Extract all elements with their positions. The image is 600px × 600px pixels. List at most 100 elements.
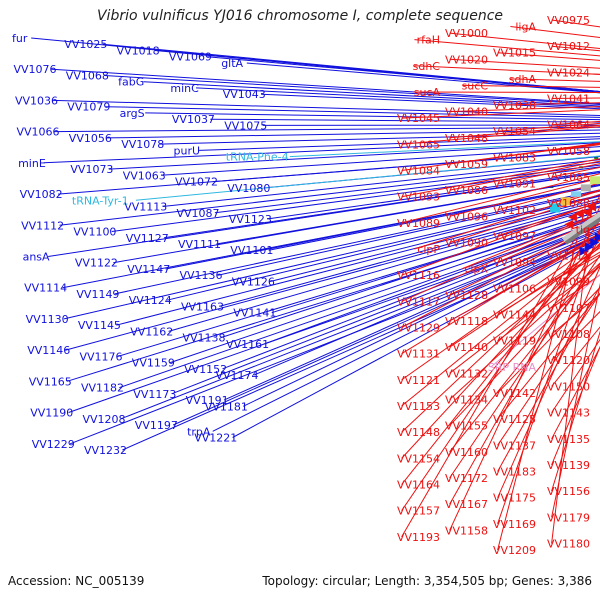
gene-label[interactable]: VV1139 — [547, 459, 590, 472]
gene-label[interactable]: VV1041 — [547, 93, 590, 106]
gene-label[interactable]: VV1126 — [232, 276, 275, 289]
gene-label[interactable]: VV1165 — [29, 375, 72, 388]
gene-label[interactable]: rfaH — [417, 34, 440, 47]
gene-label[interactable]: VV1040 — [445, 106, 488, 119]
gene-label[interactable]: VV1082 — [20, 188, 63, 201]
gene-label[interactable]: VV1111 — [178, 238, 221, 251]
gene-label[interactable]: sdhA — [509, 73, 537, 86]
gene-label[interactable]: VV1099 — [547, 276, 590, 289]
gene-label[interactable]: VV1075 — [224, 119, 267, 132]
gene-label[interactable]: VV1118 — [445, 315, 488, 328]
gene-label[interactable]: VV1124 — [129, 294, 172, 307]
gene-label[interactable]: VV1000 — [445, 27, 488, 40]
gene-label[interactable]: VV1125 — [493, 413, 536, 426]
gene-label[interactable]: VV1048 — [445, 132, 488, 145]
gene-label[interactable]: ansA — [23, 251, 50, 264]
gene-label[interactable]: VV1121 — [397, 374, 440, 387]
gene-label[interactable]: VV1043 — [223, 88, 266, 101]
gene-label[interactable]: VV1068 — [66, 70, 109, 83]
gene-label[interactable]: VV1087 — [177, 207, 220, 220]
gene-label[interactable]: VV1072 — [175, 176, 218, 189]
gene-label[interactable]: VV1156 — [547, 485, 590, 498]
gene-label[interactable]: sucA — [414, 86, 441, 99]
gene-label[interactable]: minC — [170, 82, 199, 95]
gene-label[interactable]: VV1169 — [493, 518, 536, 531]
gene-label[interactable]: VV1183 — [493, 466, 536, 479]
gene-label[interactable]: VV1163 — [181, 300, 224, 313]
gene-label[interactable]: VV1141 — [233, 307, 276, 320]
gene-label[interactable]: VV1180 — [547, 538, 590, 551]
gene-label[interactable]: VV1140 — [445, 341, 488, 354]
gene-label[interactable]: VV1069 — [169, 51, 212, 64]
gene-label[interactable]: VV1152 — [184, 363, 227, 376]
gene-label[interactable]: VV1136 — [180, 269, 223, 282]
gene-label[interactable]: VV1078 — [121, 138, 164, 151]
gene-label[interactable]: VV1150 — [547, 380, 590, 393]
gene-label[interactable]: gltA — [221, 57, 243, 70]
gene-label[interactable]: VV1131 — [397, 348, 440, 361]
gene-label[interactable]: VV1076 — [14, 63, 57, 76]
gene-label[interactable]: VV1086 — [445, 184, 488, 197]
gene-label[interactable]: VV1106 — [493, 282, 536, 295]
gene-label[interactable]: VV1112 — [21, 219, 64, 232]
gene-label[interactable]: VV1119 — [493, 335, 536, 348]
gene-label[interactable]: fur — [12, 32, 28, 45]
gene-label[interactable]: fabG — [118, 76, 144, 89]
gene-label[interactable]: VV1085 — [547, 171, 590, 184]
gene-label[interactable]: VV1083 — [493, 151, 536, 164]
gene-label[interactable]: VV1012 — [547, 40, 590, 53]
gene-label[interactable]: SRP RNA — [488, 361, 537, 374]
gene-label[interactable]: clpP — [417, 243, 440, 256]
gene-label[interactable]: VV1102 — [493, 204, 536, 217]
feature-labels[interactable]: fur VV1025 VV1018 VV1069 gltA VV1076 VV1068 fab… — [12, 14, 590, 557]
gene-label[interactable]: VV1128 — [445, 289, 488, 302]
gene-label[interactable]: VV1127 — [126, 232, 169, 245]
gene-label[interactable]: tig — [576, 223, 590, 236]
gene-label[interactable]: VV1208 — [83, 413, 126, 426]
gene-label[interactable]: VV1054 — [493, 125, 536, 138]
gene-label[interactable]: VV1122 — [75, 257, 118, 270]
gene-label[interactable]: clpX — [464, 263, 488, 276]
gene-label[interactable]: VV1197 — [135, 419, 178, 432]
gene-label[interactable]: VV1176 — [80, 350, 123, 363]
gene-label[interactable]: VV0975 — [547, 14, 590, 27]
gene-label[interactable]: VV1037 — [172, 113, 215, 126]
gene-label[interactable]: VV1132 — [445, 367, 488, 380]
gene-label[interactable]: minE — [18, 157, 46, 170]
gene-label[interactable]: VV1096 — [445, 210, 488, 223]
gene-label[interactable]: VV1123 — [229, 213, 272, 226]
gene-label[interactable]: VV1148 — [397, 426, 440, 439]
gene-label[interactable]: VV1209 — [493, 544, 536, 557]
gene-label[interactable]: VV1232 — [84, 444, 127, 457]
gene-label[interactable]: VV1173 — [133, 388, 176, 401]
gene-label[interactable]: tRNA-Tyr-1 — [72, 194, 129, 207]
gene-label[interactable]: VV1191 — [186, 394, 229, 407]
gene-label[interactable]: VV1145 — [78, 319, 121, 332]
gene-label[interactable]: VV1181 — [205, 400, 248, 413]
gene-label[interactable]: VV1135 — [547, 433, 590, 446]
gene-label[interactable]: VV1115 — [547, 250, 590, 263]
gene-label[interactable]: VV1084 — [397, 165, 440, 178]
gene-label[interactable]: VV1063 — [123, 169, 166, 182]
gene-label[interactable]: VV1162 — [130, 325, 173, 338]
gene-label[interactable]: VV1155 — [445, 420, 488, 433]
gene-label[interactable]: VV1073 — [70, 163, 113, 176]
gene-label[interactable]: VV1107 — [547, 302, 590, 315]
gene-label[interactable]: VV1143 — [547, 407, 590, 420]
gene-label[interactable]: VV1024 — [547, 66, 590, 79]
gene-label[interactable]: VV1114 — [24, 282, 67, 295]
gene-label[interactable]: VV1094 — [493, 256, 536, 269]
gene-label[interactable]: ligA — [515, 21, 536, 34]
gene-label[interactable]: argS — [120, 107, 145, 120]
gene-label[interactable]: VV1147 — [127, 263, 170, 276]
gene-label[interactable]: VV1058 — [547, 145, 590, 158]
gene-label[interactable]: VV1174 — [216, 369, 259, 382]
gene-label[interactable]: VV1045 — [397, 112, 440, 125]
gene-label[interactable]: VV1130 — [26, 313, 69, 326]
gene-label[interactable]: VV1120 — [547, 354, 590, 367]
gene-label[interactable]: VV1159 — [132, 357, 175, 370]
gene-label[interactable]: VV1229 — [32, 438, 75, 451]
gene-label[interactable]: VV1080 — [227, 182, 270, 195]
gene-label[interactable]: VV1164 — [397, 479, 440, 492]
gene-label[interactable]: VV1059 — [445, 158, 488, 171]
